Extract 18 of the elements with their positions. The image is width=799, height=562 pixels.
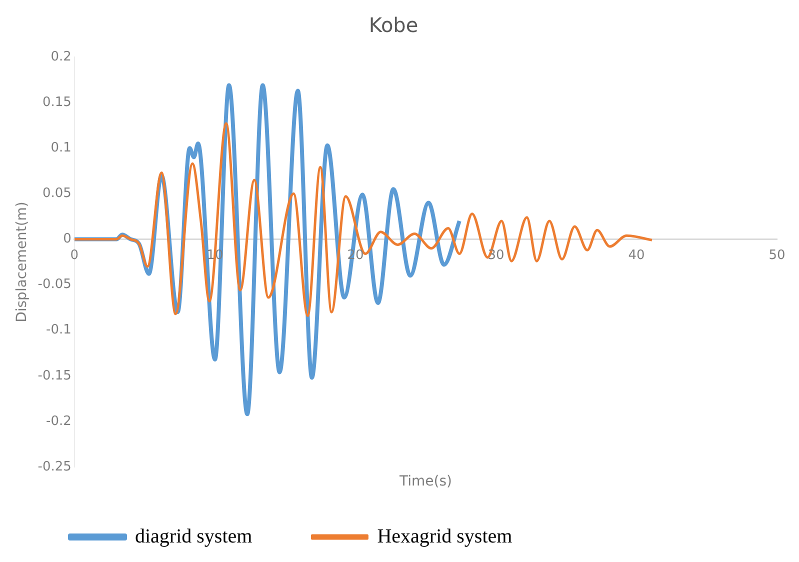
y-tick-label: 0.2 [50, 49, 72, 64]
y-tick-label: -0.15 [38, 368, 72, 384]
chart-title: Kobe [368, 13, 418, 38]
y-tick-label: 0.15 [42, 94, 72, 110]
y-tick-label: -0.25 [38, 459, 72, 474]
y-tick-label: 0.05 [42, 186, 72, 202]
y-tick-label: 0 [63, 232, 72, 247]
y-tick-label: -0.1 [46, 322, 72, 338]
y-tick-label: -0.05 [38, 277, 72, 292]
y-axis-title: Displacement(m) [14, 202, 30, 322]
x-tick-label: 50 [768, 248, 786, 264]
x-tick-label: 30 [488, 248, 504, 264]
x-tick-label: 40 [628, 248, 645, 264]
legend-label: diagrid system [135, 525, 253, 548]
legend-label: Hexagrid system [377, 525, 513, 548]
y-tick-label: 0.1 [50, 140, 72, 156]
y-tick-label: -0.2 [46, 414, 72, 429]
x-axis-title: Time(s) [398, 474, 452, 490]
